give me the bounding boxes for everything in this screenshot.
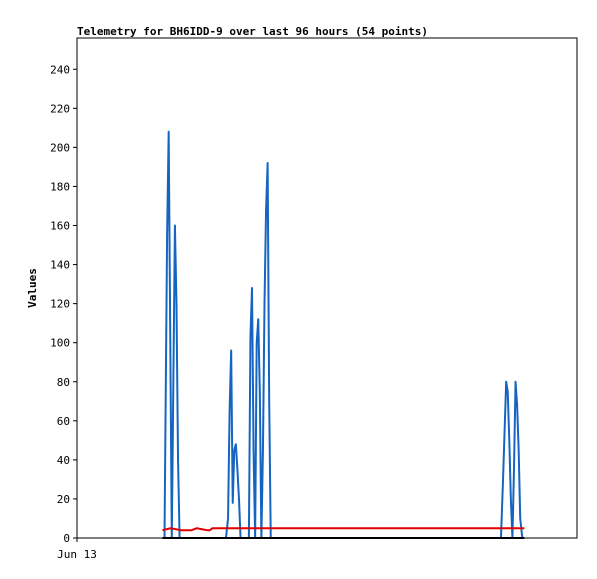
series-lines: [162, 130, 525, 539]
y-tick-label: 20: [57, 493, 70, 506]
y-tick-label: 40: [57, 454, 70, 467]
series-line-2: [162, 527, 525, 532]
x-tick-label: Jun 13: [57, 548, 97, 561]
plot-area: [76, 37, 578, 539]
x-axis-ticks: Jun 13: [57, 538, 97, 561]
chart-title: Telemetry for BH6IDD-9 over last 96 hour…: [77, 25, 428, 38]
y-tick-label: 100: [50, 337, 70, 350]
y-axis-ticks: 0 20 40 60 80 100 120 140 160 180 200 220 240: [50, 63, 77, 545]
y-axis-label: Values: [26, 268, 39, 308]
y-tick-label: 0: [63, 532, 70, 545]
y-tick-label: 120: [50, 298, 70, 311]
y-tick-label: 80: [57, 376, 70, 389]
series-line-1: [163, 130, 524, 539]
y-tick-label: 140: [50, 259, 70, 272]
y-tick-label: 240: [50, 63, 70, 76]
y-tick-label: 220: [50, 102, 70, 115]
y-tick-label: 60: [57, 415, 70, 428]
y-tick-label: 160: [50, 220, 70, 233]
y-tick-label: 200: [50, 141, 70, 154]
y-tick-label: 180: [50, 180, 70, 193]
